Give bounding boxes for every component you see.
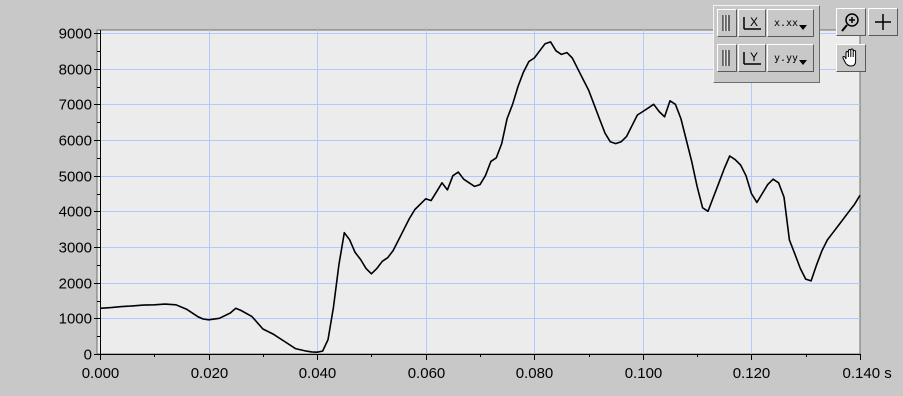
y-tick-label: 4000: [59, 204, 92, 221]
crosshair-glyph: [875, 14, 891, 30]
y-tick-label: 5000: [59, 169, 92, 186]
y-tick-label: 0: [84, 347, 92, 364]
y-tick-label: 7000: [59, 97, 92, 114]
grid: [100, 30, 860, 354]
pan-hand-icon[interactable]: [836, 44, 866, 72]
svg-text:Y: Y: [750, 50, 758, 64]
y-autoscale-icon[interactable]: Y: [738, 44, 766, 72]
x-tick-label: 0.120: [733, 365, 771, 382]
chevron-down-icon: [799, 60, 808, 65]
y-scale-lock-glyph: [722, 50, 730, 66]
y-tick-label: 8000: [59, 62, 92, 79]
x-tick-label: 0.140 s: [843, 365, 892, 382]
y-format-button[interactable]: y.yy: [767, 44, 814, 72]
y-axis: 0 1000 2000 3000 4000 5000 6000 7000 8000 9000: [59, 26, 101, 364]
y-format-label: y.yy: [773, 52, 799, 64]
x-autoscale-glyph: X: [743, 15, 761, 30]
pan-hand-glyph: [842, 48, 857, 67]
x-tick-label: 0.000: [82, 365, 120, 382]
zoom-glyph: [841, 13, 859, 32]
plot-area[interactable]: [96, 29, 861, 355]
zoom-icon[interactable]: [836, 8, 866, 36]
y-scale-lock-icon[interactable]: [717, 44, 737, 72]
x-scale-lock-glyph: [722, 15, 730, 31]
x-axis: 0.000 0.020 0.040 0.060 0.080 0.100 0.120 0.140…: [82, 354, 892, 382]
x-autoscale-icon[interactable]: X: [738, 9, 766, 37]
x-tick-label: 0.100: [625, 365, 663, 382]
x-format-button[interactable]: x.xx: [767, 9, 814, 37]
x-scale-lock-icon[interactable]: [717, 9, 737, 37]
x-tick-label: 0.080: [516, 365, 554, 382]
x-tick-label: 0.020: [191, 365, 229, 382]
x-tick-label: 0.040: [299, 365, 337, 382]
y-tick-label: 6000: [59, 133, 92, 150]
series-line: [99, 41, 861, 354]
chevron-down-icon: [799, 25, 808, 30]
x-format-label: x.xx: [773, 17, 799, 29]
y-tick-label: 2000: [59, 276, 92, 293]
trace-layer: [99, 41, 861, 354]
x-tick-label: 0.060: [408, 365, 446, 382]
svg-text:X: X: [750, 15, 758, 29]
y-tick-label: 9000: [59, 26, 92, 43]
y-autoscale-glyph: Y: [743, 50, 761, 65]
y-tick-label: 1000: [59, 311, 92, 328]
y-tick-label: 3000: [59, 240, 92, 257]
scale-legend-palette: X x.xx Y y.yy: [713, 5, 820, 83]
crosshair-cursor-icon[interactable]: [868, 8, 898, 36]
